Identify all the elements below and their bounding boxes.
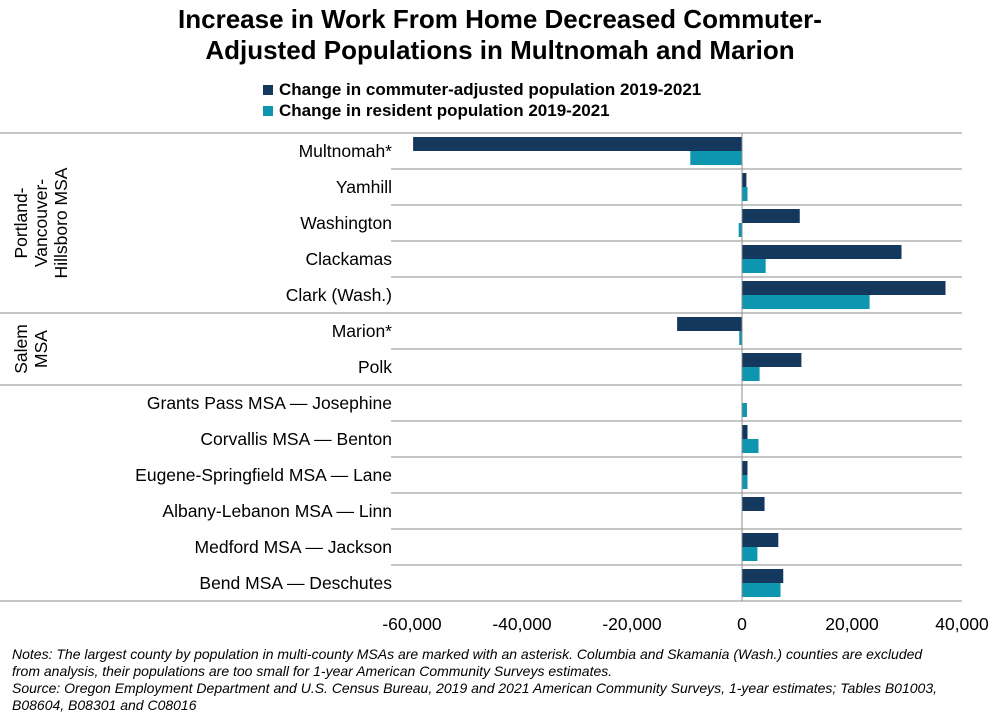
bar-commuter-adjusted	[742, 425, 748, 439]
bar-resident	[742, 367, 760, 381]
chart-title-line: Adjusted Populations in Multnomah and Ma…	[205, 35, 795, 65]
bar-commuter-adjusted	[742, 209, 800, 223]
x-tick-label: 20,000	[825, 614, 879, 634]
legend-label-resident: Change in resident population 2019-2021	[279, 101, 610, 120]
bar-resident	[742, 547, 758, 561]
bar-commuter-adjusted	[742, 497, 765, 511]
notes-line: from analysis, their populations are too…	[12, 663, 613, 679]
bar-chart: Multnomah* Yamhill Washington Clackamas Clar…	[0, 132, 989, 634]
bar-resident	[742, 187, 748, 201]
chart-title-line: Increase in Work From Home Decreased Com…	[178, 4, 822, 34]
msa-group-label-line: MSA	[31, 330, 51, 368]
source-line: B08604, B08301 and C08016	[12, 697, 197, 713]
x-tick-label: -40,000	[492, 614, 552, 634]
bar-commuter-adjusted	[742, 281, 946, 295]
category-label: Clackamas	[305, 249, 392, 269]
legend-item-commuter: Change in commuter-adjusted population 2…	[263, 79, 701, 100]
msa-group-label-line: Portland-	[11, 187, 31, 258]
source-line: Source: Oregon Employment Department and…	[12, 680, 937, 696]
x-tick-label: -60,000	[382, 614, 442, 634]
category-label: Corvallis MSA — Benton	[200, 429, 392, 449]
bar-resident	[742, 403, 747, 417]
category-label: Clark (Wash.)	[286, 285, 392, 305]
bar-commuter-adjusted	[742, 353, 802, 367]
category-label: Bend MSA — Deschutes	[199, 573, 392, 593]
bar-commuter-adjusted	[742, 173, 747, 187]
bar-resident	[690, 151, 742, 165]
category-label: Marion*	[332, 321, 392, 341]
bar-resident	[742, 295, 870, 309]
category-label: Washington	[300, 213, 392, 233]
legend-item-resident: Change in resident population 2019-2021	[263, 100, 701, 121]
msa-group-label-line: Vancouver-	[31, 179, 51, 267]
category-label: Yamhill	[336, 177, 392, 197]
x-tick-label: -20,000	[602, 614, 662, 634]
category-label: Multnomah*	[299, 141, 393, 161]
category-label: Albany-Lebanon MSA — Linn	[162, 501, 392, 521]
notes-line: Notes: The largest county by population …	[12, 646, 923, 662]
legend-label-commuter: Change in commuter-adjusted population 2…	[279, 80, 702, 99]
chart-legend: Change in commuter-adjusted population 2…	[263, 79, 701, 121]
legend-swatch-commuter	[263, 84, 273, 95]
bar-resident	[739, 331, 742, 345]
bar-commuter-adjusted	[742, 569, 784, 583]
msa-group-label: Portland-Vancouver-Hillsboro MSA	[11, 167, 71, 278]
bar-commuter-adjusted	[742, 245, 902, 259]
bar-commuter-adjusted	[413, 137, 742, 151]
bar-commuter-adjusted	[742, 461, 748, 475]
category-label: Medford MSA — Jackson	[195, 537, 392, 557]
bar-commuter-adjusted	[677, 317, 742, 331]
bar-resident	[742, 475, 748, 489]
chart-notes: Notes: The largest county by population …	[12, 646, 992, 714]
category-label: Polk	[358, 357, 392, 377]
category-label: Eugene-Springfield MSA — Lane	[135, 465, 392, 485]
legend-swatch-resident	[263, 105, 273, 116]
x-tick-label: 40,000	[935, 614, 989, 634]
x-tick-label: 0	[737, 614, 747, 634]
msa-group-label-line: Hillsboro MSA	[51, 167, 71, 278]
bar-resident	[738, 223, 742, 237]
bar-commuter-adjusted	[742, 533, 779, 547]
bar-resident	[742, 259, 766, 273]
msa-group-label: SalemMSA	[11, 324, 51, 374]
chart-title: Increase in Work From Home Decreased Com…	[0, 4, 1000, 66]
category-label: Grants Pass MSA — Josephine	[147, 393, 392, 413]
bar-resident	[742, 439, 759, 453]
msa-group-label-line: Salem	[11, 324, 31, 374]
bar-resident	[742, 583, 781, 597]
